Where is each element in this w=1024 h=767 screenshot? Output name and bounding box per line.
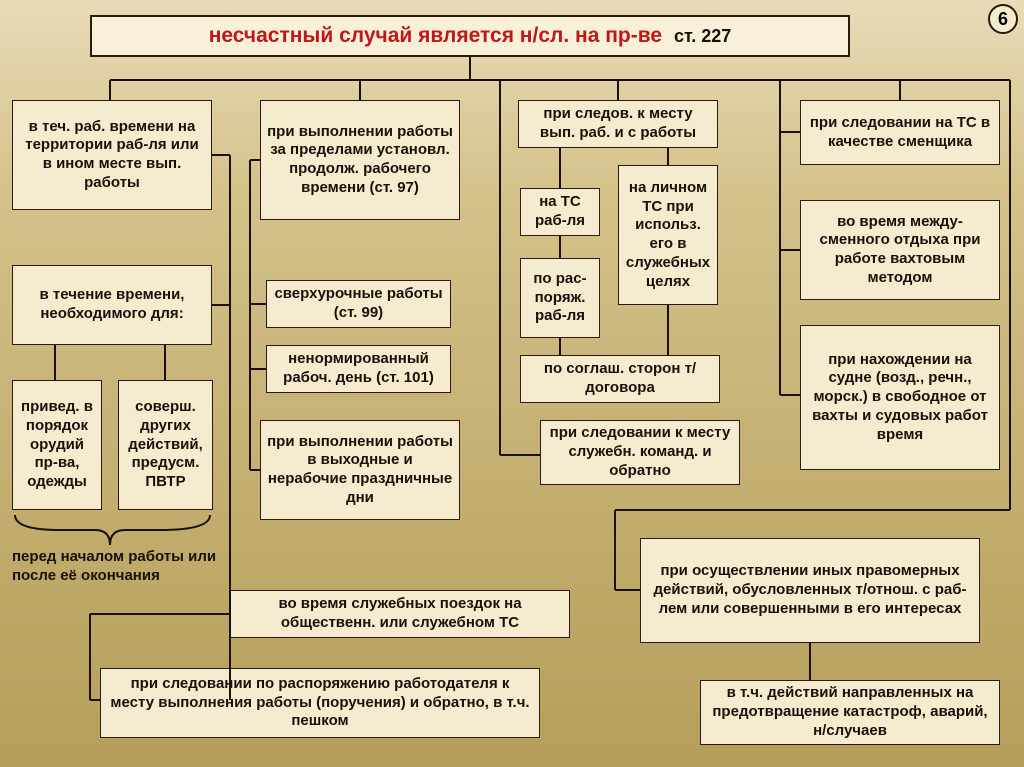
node-business-trip: при следовании к месту служебн. команд. …: [540, 420, 740, 485]
node-irregular-day: ненормированный рабоч. день (ст. 101): [266, 345, 451, 393]
node-overtime: сверхурочные работы (ст. 99): [266, 280, 451, 328]
node-shift-worker: при следовании на ТС в качестве сменщика: [800, 100, 1000, 165]
node-inter-shift-rest: во время между-сменного отдыха при работ…: [800, 200, 1000, 300]
node-work-time-territory: в теч. раб. времени на территории раб-ля…: [12, 100, 212, 210]
page-number-badge: 6: [988, 4, 1018, 34]
node-other-actions-pvtr: соверш. других действий, предусм. ПВТР: [118, 380, 213, 510]
node-tools-clothes: привед. в порядок орудий пр-ва, одежды: [12, 380, 102, 510]
node-beyond-work-hours: при выполнении работы за пределами устан…: [260, 100, 460, 220]
node-by-agreement: по соглаш. сторон т/договора: [520, 355, 720, 403]
node-holidays: при выполнении работы в выходные и нераб…: [260, 420, 460, 520]
diagram-title: несчастный случай является н/сл. на пр-в…: [90, 15, 850, 57]
node-by-employer-order-foot: при следовании по распоряжению работодат…: [100, 668, 540, 738]
node-time-needed-for: в течение времени, необходимого для:: [12, 265, 212, 345]
node-service-trips: во время служебных поездок на общественн…: [230, 590, 570, 638]
note-before-after-work: перед началом работы илипосле её окончан…: [12, 548, 216, 586]
title-text: несчастный случай является н/сл. на пр-в…: [209, 23, 662, 49]
title-ref: ст. 227: [674, 25, 731, 48]
node-employer-transport: на ТС раб-ля: [520, 188, 600, 236]
node-commute: при следов. к месту вып. раб. и с работы: [518, 100, 718, 148]
node-personal-transport: на личном ТС при использ. его в служебны…: [618, 165, 718, 305]
node-disaster-prevention: в т.ч. действий направленных на предотвр…: [700, 680, 1000, 745]
node-by-order: по рас-поряж. раб-ля: [520, 258, 600, 338]
node-on-vessel: при нахождении на судне (возд., речн., м…: [800, 325, 1000, 470]
node-other-lawful-actions: при осуществлении иных правомерных дейст…: [640, 538, 980, 643]
